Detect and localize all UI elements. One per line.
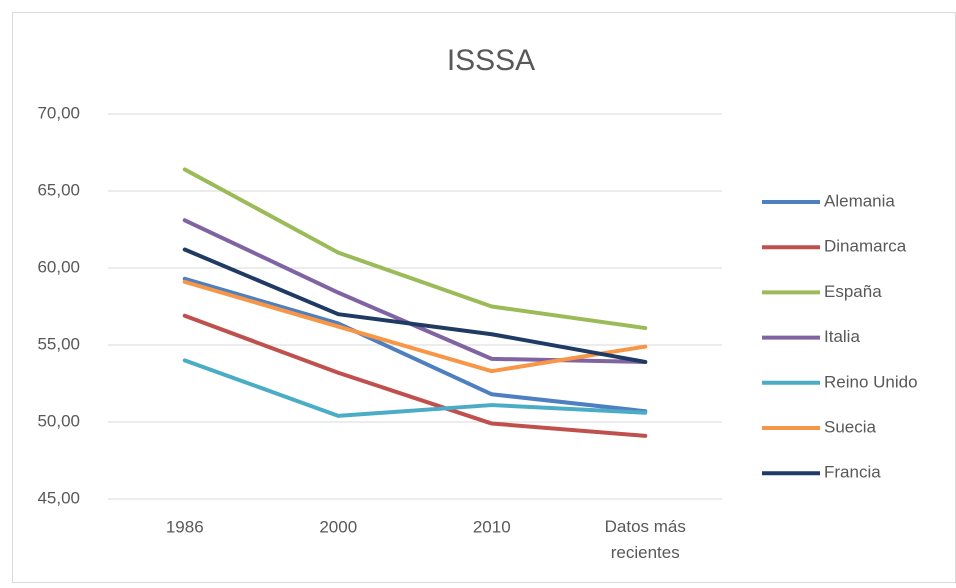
- y-tick-label: 60,00: [37, 257, 80, 276]
- series-line: [182, 279, 648, 374]
- legend-label: Francia: [824, 463, 881, 482]
- x-tick-label: Datos más recientes: [605, 517, 686, 562]
- y-tick-label: 45,00: [37, 488, 80, 507]
- y-tick-label: 55,00: [37, 334, 80, 353]
- x-tick-label: 1986: [166, 517, 204, 536]
- legend-label: Dinamarca: [824, 237, 907, 256]
- y-tick-label: 70,00: [37, 103, 80, 122]
- y-tick-label: 65,00: [37, 180, 80, 199]
- x-tick-label: 2010: [473, 517, 511, 536]
- legend-label: Suecia: [824, 417, 877, 436]
- x-tick-label: 2000: [319, 517, 357, 536]
- y-tick-label: 50,00: [37, 411, 80, 430]
- series-line: [182, 247, 648, 364]
- legend-label: España: [824, 282, 882, 301]
- series-line: [182, 358, 648, 418]
- series-line: [182, 167, 648, 331]
- series-line: [182, 276, 648, 414]
- legend-label: Italia: [824, 327, 860, 346]
- legend-label: Alemania: [824, 191, 895, 210]
- chart-title: ISSSA: [447, 44, 535, 77]
- series-line: [182, 313, 648, 438]
- legend-label: Reino Unido: [824, 372, 918, 391]
- chart-frame: [12, 12, 956, 583]
